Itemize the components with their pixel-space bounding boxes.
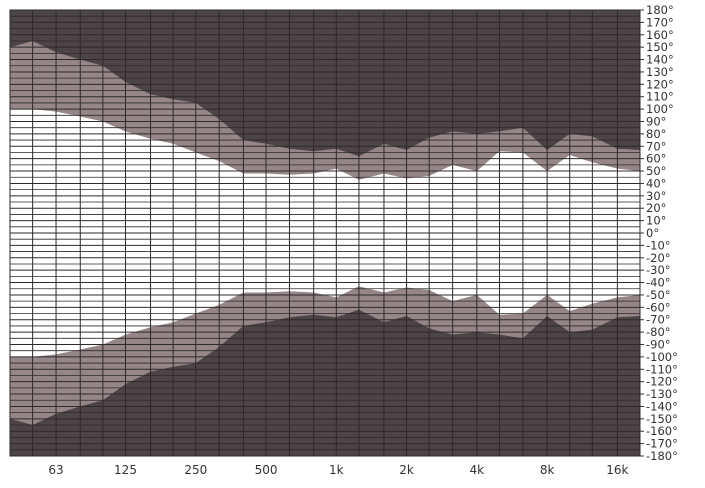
y-tick-label: -180° [646, 449, 678, 463]
y-tick-label: -20° [646, 251, 671, 265]
y-tick-label: -100° [646, 350, 678, 364]
y-tick-label: -10° [646, 238, 671, 252]
y-tick-label: 40° [646, 176, 666, 190]
y-tick-label: 20° [646, 201, 666, 215]
y-tick-label: 180° [646, 3, 674, 17]
x-tick-label: 2k [399, 463, 414, 477]
y-tick-label: -40° [646, 276, 671, 290]
x-tick-label: 1k [329, 463, 344, 477]
y-tick-label: 150° [646, 40, 674, 54]
y-tick-label: -150° [646, 412, 678, 426]
grid-lines [9, 9, 641, 457]
y-tick-label: 10° [646, 214, 666, 228]
y-tick-label: 140° [646, 53, 674, 67]
y-tick-label: -30° [646, 263, 671, 277]
y-tick-label: -160° [646, 424, 678, 438]
y-tick-label: 170° [646, 15, 674, 29]
x-tick-label: 500 [255, 463, 278, 477]
y-tick-label: 100° [646, 102, 674, 116]
y-tick-label: 0° [646, 226, 659, 240]
y-tick-label: -130° [646, 387, 678, 401]
x-tick-label: 4k [470, 463, 485, 477]
y-tick-label: -60° [646, 300, 671, 314]
y-tick-label: -80° [646, 325, 671, 339]
y-tick-label: 130° [646, 65, 674, 79]
y-tick-label: -120° [646, 375, 678, 389]
y-tick-label: 60° [646, 152, 666, 166]
y-tick-label: -170° [646, 437, 678, 451]
y-tick-label: 110° [646, 90, 674, 104]
y-tick-label: 90° [646, 115, 666, 129]
y-tick-label: 160° [646, 28, 674, 42]
y-tick-label: -110° [646, 362, 678, 376]
y-tick-label: -90° [646, 338, 671, 352]
x-tick-label: 16k [606, 463, 628, 477]
x-tick-label: 8k [540, 463, 555, 477]
y-tick-label: 50° [646, 164, 666, 178]
x-axis-ticks: 63 125 250 500 1k 2k 4k 8k 16k [48, 463, 628, 477]
y-tick-label: -50° [646, 288, 671, 302]
y-tick-label: -70° [646, 313, 671, 327]
y-tick-label: 70° [646, 139, 666, 153]
y-tick-label: 80° [646, 127, 666, 141]
x-tick-label: 125 [114, 463, 137, 477]
y-axis-ticks: 180°170°160°150°140°130°120°110°100°90°8… [640, 3, 678, 463]
y-tick-label: 120° [646, 77, 674, 91]
y-tick-label: 30° [646, 189, 666, 203]
y-tick-label: -140° [646, 399, 678, 413]
x-tick-label: 250 [184, 463, 207, 477]
x-tick-label: 63 [48, 463, 63, 477]
